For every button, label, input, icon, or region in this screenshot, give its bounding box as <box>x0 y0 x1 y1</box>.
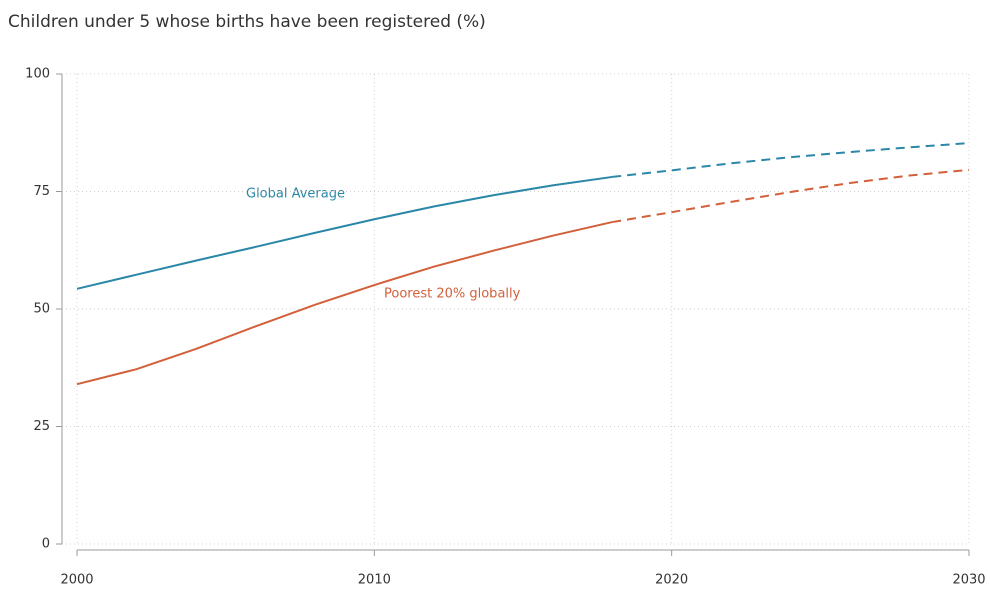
x-tick-label: 2030 <box>952 573 985 588</box>
y-tick-label: 75 <box>33 184 50 199</box>
y-tick-label: 25 <box>33 419 50 434</box>
x-tick-label: 2020 <box>655 573 688 588</box>
y-tick-label: 100 <box>25 67 50 82</box>
series-line <box>76 221 613 386</box>
x-tick-label: 2010 <box>358 573 391 588</box>
y-tick-label: 0 <box>42 537 50 552</box>
series-line <box>612 142 970 178</box>
series-label: Poorest 20% globally <box>384 287 521 302</box>
y-tick-label: 50 <box>33 302 50 317</box>
series-line <box>76 175 613 290</box>
series-line <box>612 168 970 224</box>
series-label: Global Average <box>246 187 345 202</box>
x-tick-label: 2000 <box>60 573 93 588</box>
chart-title: Children under 5 whose births have been … <box>8 12 486 32</box>
